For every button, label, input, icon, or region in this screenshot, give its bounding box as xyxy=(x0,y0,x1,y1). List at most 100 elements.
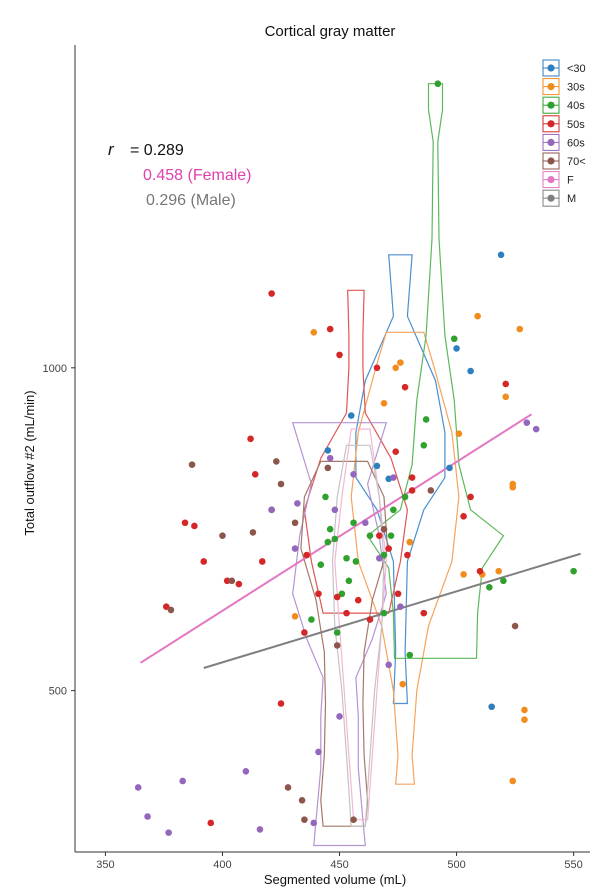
point-40s-7 xyxy=(380,551,388,559)
point-50s-23 xyxy=(258,558,266,565)
point-50s-27 xyxy=(251,471,259,478)
point-50s-0 xyxy=(268,290,275,297)
point-40s-10 xyxy=(343,554,350,562)
point-50s-13 xyxy=(333,593,341,601)
point-30s-12 xyxy=(516,325,524,333)
legend-label-<30: <30 xyxy=(567,63,586,75)
point-50s-35 xyxy=(181,519,189,527)
point-50s-20 xyxy=(467,493,474,501)
point-60s-7 xyxy=(291,545,299,552)
point-50s-2 xyxy=(336,351,343,359)
point-30s-11 xyxy=(509,480,517,488)
violin-30s xyxy=(350,331,460,785)
violin-70< xyxy=(300,460,389,827)
point-30s-17 xyxy=(399,680,407,688)
r-female: 0.458 (Female) xyxy=(143,167,252,184)
point-50s-28 xyxy=(191,522,198,530)
point-40s-16 xyxy=(308,616,315,623)
point-50s-19 xyxy=(420,609,428,617)
x-tick-label-400: 400 xyxy=(213,859,231,871)
point-60s-21 xyxy=(331,506,339,514)
point-40s-12 xyxy=(331,535,339,543)
point-30s-14 xyxy=(521,706,528,714)
point-40s-17 xyxy=(324,538,332,546)
point-30s-16 xyxy=(392,364,400,372)
point-30s-15 xyxy=(521,716,528,723)
point-30s-3 xyxy=(406,538,414,546)
point-50s-33 xyxy=(354,596,362,604)
point-40s-15 xyxy=(317,561,325,569)
point-70<-3 xyxy=(249,529,257,536)
point-50s-9 xyxy=(502,380,510,388)
regression-layer xyxy=(140,413,581,669)
points-layer xyxy=(134,80,577,836)
point-60s-2 xyxy=(165,829,172,836)
point-40s-8 xyxy=(350,519,357,527)
point-70<-14 xyxy=(427,487,435,494)
point-60s-0 xyxy=(134,784,142,791)
point-40s-11 xyxy=(338,590,346,598)
point-50s-8 xyxy=(460,512,467,520)
point-40s-20 xyxy=(486,584,493,591)
x-tick-label-450: 450 xyxy=(330,859,348,871)
legend-key-dot-70< xyxy=(547,157,555,165)
point-60s-15 xyxy=(376,554,383,562)
point-50s-17 xyxy=(404,551,411,559)
r-overall: = 0.289 xyxy=(130,142,184,159)
point-50s-31 xyxy=(247,435,254,443)
r-male: 0.296 (Male) xyxy=(146,192,236,209)
point-70<-5 xyxy=(277,480,285,488)
legend-label-F: F xyxy=(567,175,574,187)
point-50s-1 xyxy=(326,325,334,333)
point-50s-22 xyxy=(277,700,285,707)
legend-label-40s: 40s xyxy=(567,100,585,112)
legend: <30 30s 40s 50s 60s 70< FM xyxy=(542,59,586,207)
point-30s-2 xyxy=(380,400,388,407)
point-60s-20 xyxy=(532,425,540,433)
legend-label-50s: 50s xyxy=(567,119,585,131)
point-60s-5 xyxy=(256,826,264,833)
point-70<-12 xyxy=(350,816,357,824)
point-60s-10 xyxy=(315,748,322,756)
point-70<-16 xyxy=(219,532,226,539)
point-40s-22 xyxy=(570,567,577,575)
legend-key-dot-F xyxy=(547,176,555,184)
point-30s-5 xyxy=(460,571,467,578)
legend-label-60s: 60s xyxy=(567,137,585,149)
point-50s-3 xyxy=(373,364,381,372)
point-60s-11 xyxy=(326,454,334,462)
legend-key-dot-30s xyxy=(547,83,555,91)
point-50s-11 xyxy=(303,551,311,559)
point-40s-25 xyxy=(352,558,360,565)
point-50s-21 xyxy=(476,567,484,575)
y-ticks: 500 1000 xyxy=(43,363,75,698)
violin-F xyxy=(334,428,387,821)
point-40s-24 xyxy=(333,629,341,636)
point-<30-8 xyxy=(488,703,495,711)
point-60s-17 xyxy=(390,474,397,481)
legend-key-dot-<30 xyxy=(547,64,555,72)
point-50s-12 xyxy=(315,590,322,598)
violin-<30 xyxy=(355,254,446,705)
point-50s-4 xyxy=(392,448,400,456)
point-50s-16 xyxy=(385,545,392,552)
point-40s-0 xyxy=(434,80,442,88)
chart-title: Cortical gray matter xyxy=(265,23,396,40)
point-70<-2 xyxy=(228,577,236,585)
point-50s-7 xyxy=(408,474,416,481)
point-<30-7 xyxy=(497,251,505,259)
point-40s-2 xyxy=(422,416,430,423)
point-60s-16 xyxy=(385,661,392,669)
point-40s-21 xyxy=(500,577,507,585)
regression-line-M xyxy=(203,552,581,669)
point-30s-18 xyxy=(291,613,299,620)
point-50s-18 xyxy=(394,590,402,598)
point-50s-15 xyxy=(376,532,383,539)
point-70<-0 xyxy=(167,606,175,614)
point-60s-8 xyxy=(294,500,301,507)
x-tick-label-500: 500 xyxy=(447,859,465,871)
point-<30-1 xyxy=(347,412,355,419)
violin-M xyxy=(331,444,385,827)
point-40s-6 xyxy=(387,532,395,539)
